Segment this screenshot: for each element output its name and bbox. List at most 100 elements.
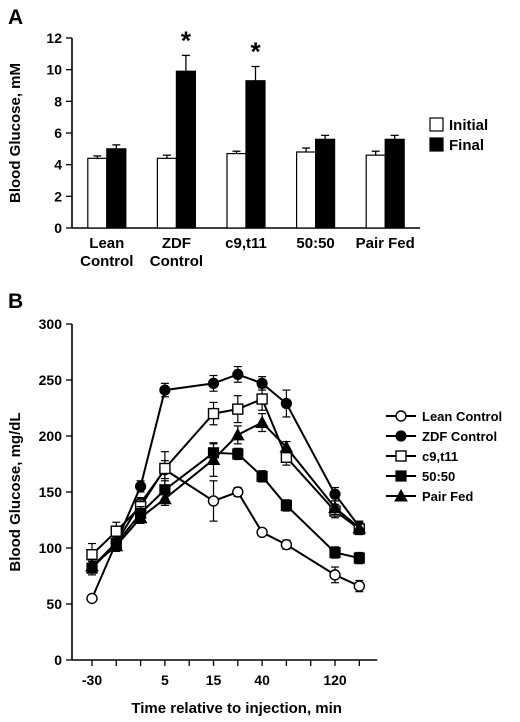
panel-b-chart: 0 50 100 150 200 250 300 -30 5 15 40 120 Time relati… [7,316,378,717]
series-line-pair-fed [91,421,360,567]
series-line-lean-control [91,468,360,599]
panel-b-y-tick-label: 50 [46,596,62,612]
bar-final [106,148,127,229]
data-point-pair-fed [133,510,148,524]
panel-b-y-tick-label: 200 [39,428,63,444]
legend-swatch-initial [429,117,444,132]
data-point-c9-t11 [159,462,171,475]
panel-a-y-tick-label: 10 [46,62,62,78]
data-point-lean-control [86,592,98,605]
series-line-zdf-control [91,373,361,568]
data-point-pair-fed [230,427,245,441]
series-line-50-50 [91,451,360,569]
legend-marker [395,430,407,442]
panel-a-legend: Initial Final [429,117,488,154]
panel-b-x-tick-label: 15 [206,672,222,688]
data-point-zdf-control [256,377,268,389]
data-point-lean-control [232,486,244,498]
data-point-pair-fed [328,500,342,514]
panel-b-y-tick-label: 100 [39,540,63,556]
bar-final [175,70,196,229]
data-point-pair-fed [352,520,367,534]
data-point-zdf-control [207,377,220,389]
legend-label: Final [449,137,484,154]
data-point-zdf-control [135,480,147,492]
panel-b-x-tick-label: 120 [323,672,347,688]
panel-b-x-tick-label: 5 [161,672,169,688]
data-point-50-50 [256,470,268,482]
panel-a-y-tick-label: 8 [54,93,62,109]
legend-marker [395,470,407,482]
data-point-50-50 [329,546,341,559]
data-point-c9-t11 [256,393,268,405]
bar-initial [87,157,108,229]
data-point-zdf-control [280,397,292,410]
panel-b-y-tick-label: 300 [39,316,63,332]
data-point-lean-control [280,538,293,551]
data-point-c9-t11 [86,549,98,561]
panel-a-label: A [8,6,23,29]
panel-b-x-axis-label: Time relative to injection, min [131,700,342,717]
data-point-pair-fed [85,558,99,572]
data-point-c9-t11 [207,407,220,420]
data-point-pair-fed [206,452,221,466]
legend-label: c9,t11 [422,449,458,464]
panel-b-x-tick-label: 40 [254,672,270,688]
data-point-zdf-control [232,368,244,380]
bar-initial [365,154,386,229]
panel-a-y-axis-label: Blood Glucose, mM [7,63,24,203]
data-point-pair-fed [279,440,294,453]
panel-a-y-tick-label: 2 [54,188,62,204]
series-50-50 [86,443,365,576]
panel-a-category-label: Control [80,253,133,270]
panel-a-y-tick-label: 4 [54,157,62,173]
data-point-lean-control [207,495,220,507]
legend-marker [395,450,407,462]
panel-a-category-label: Control [150,253,203,270]
data-point-c9-t11 [232,403,244,415]
significance-star: * [250,37,261,67]
data-point-50-50 [232,448,244,460]
panel-a-category-label: ZDF [162,235,191,252]
legend-label: ZDF Control [422,429,497,444]
data-point-c9-t11 [110,525,123,537]
data-point-pair-fed [255,415,269,429]
panel-b-y-tick-label: 250 [39,372,63,388]
data-point-lean-control [329,569,341,581]
legend-label: Initial [449,117,488,134]
legend-label: Pair Fed [422,489,473,504]
legend-label: Lean Control [422,409,502,424]
legend-marker [395,410,407,422]
panel-a-category-label: Lean [89,235,124,252]
data-point-50-50 [280,499,292,512]
panel-b-y-tick-label: 150 [39,484,63,500]
data-point-lean-control [256,526,268,539]
panel-b-y-axis-label: Blood Glucose, mg/dL [7,412,24,571]
bar-final [245,80,266,229]
series-pair-fed [85,413,367,574]
significance-star: * [181,25,192,55]
bar-initial [226,152,247,229]
data-point-pair-fed [109,538,124,552]
panel-b-x-tick-label: -30 [82,672,102,688]
bar-final [384,138,405,229]
legend-marker [394,488,408,502]
panel-a-category-label: Pair Fed [356,235,415,252]
panel-b-legend: Lean Control ZDF Control c9,t11 50:50 Pair F… [386,409,502,504]
data-point-zdf-control [159,384,171,396]
panel-b-y-tick-label: 0 [54,652,62,668]
legend-swatch-final [429,137,444,152]
data-point-zdf-control [329,488,341,500]
data-point-lean-control [353,580,365,592]
panel-a-y-tick-label: 0 [54,220,62,236]
data-point-50-50 [353,552,365,564]
data-point-pair-fed [158,491,172,505]
bar-final [315,138,336,229]
panel-a-category-label: c9,t11 [225,235,267,252]
series-line-c9-t11 [91,397,360,556]
legend-label: 50:50 [422,469,455,484]
panel-a-y-tick-label: 12 [46,30,62,46]
bar-initial [296,151,317,229]
